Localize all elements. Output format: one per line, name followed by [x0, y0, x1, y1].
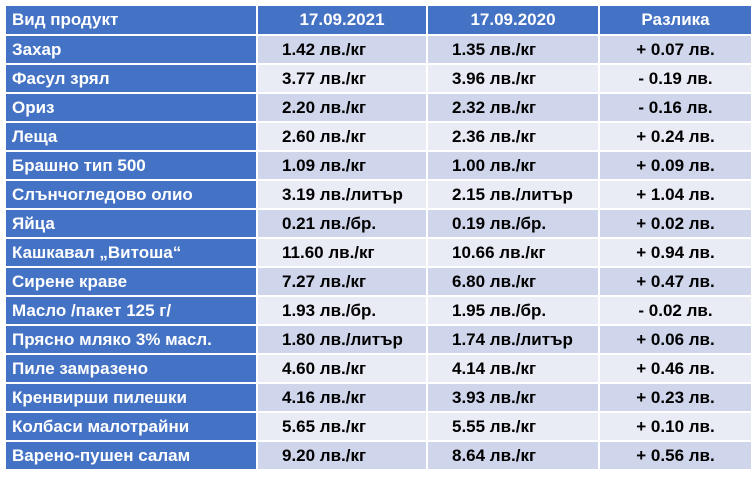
product-name: Кренвирши пилешки: [6, 384, 256, 411]
product-name: Пиле замразено: [6, 355, 256, 382]
price-difference: + 0.46 лв.: [600, 355, 751, 382]
price-2020: 3.93 лв./кг: [428, 384, 598, 411]
price-2021: 7.27 лв./кг: [258, 268, 426, 295]
price-comparison-table: Вид продукт 17.09.2021 17.09.2020 Разлик…: [4, 4, 753, 471]
price-difference: + 0.10 лв.: [600, 413, 751, 440]
header-date-2020: 17.09.2020: [428, 6, 598, 34]
table-row: Масло /пакет 125 г/ 1.93 лв./бр. 1.95 лв…: [6, 297, 751, 324]
table-row: Слънчогледово олио 3.19 лв./литър 2.15 л…: [6, 181, 751, 208]
product-name: Брашно тип 500: [6, 152, 256, 179]
table-row: Сирене краве 7.27 лв./кг 6.80 лв./кг + 0…: [6, 268, 751, 295]
price-2021: 5.65 лв./кг: [258, 413, 426, 440]
table-row: Прясно мляко 3% масл. 1.80 лв./литър 1.7…: [6, 326, 751, 353]
price-2020: 3.96 лв./кг: [428, 65, 598, 92]
table-row: Фасул зрял 3.77 лв./кг 3.96 лв./кг - 0.1…: [6, 65, 751, 92]
price-2020: 2.36 лв./кг: [428, 123, 598, 150]
price-2020: 2.15 лв./литър: [428, 181, 598, 208]
price-2021: 4.60 лв./кг: [258, 355, 426, 382]
table-row: Ориз 2.20 лв./кг 2.32 лв./кг - 0.16 лв.: [6, 94, 751, 121]
product-name: Слънчогледово олио: [6, 181, 256, 208]
table-row: Брашно тип 500 1.09 лв./кг 1.00 лв./кг +…: [6, 152, 751, 179]
price-2021: 3.77 лв./кг: [258, 65, 426, 92]
product-name: Колбаси малотрайни: [6, 413, 256, 440]
price-2020: 2.32 лв./кг: [428, 94, 598, 121]
price-2021: 1.42 лв./кг: [258, 36, 426, 63]
price-2020: 5.55 лв./кг: [428, 413, 598, 440]
price-2021: 2.20 лв./кг: [258, 94, 426, 121]
price-2020: 1.74 лв./литър: [428, 326, 598, 353]
table-row: Колбаси малотрайни 5.65 лв./кг 5.55 лв./…: [6, 413, 751, 440]
price-2020: 0.19 лв./бр.: [428, 210, 598, 237]
price-2021: 9.20 лв./кг: [258, 442, 426, 469]
price-2020: 1.95 лв./бр.: [428, 297, 598, 324]
product-name: Фасул зрял: [6, 65, 256, 92]
price-2020: 1.35 лв./кг: [428, 36, 598, 63]
product-name: Леща: [6, 123, 256, 150]
table-row: Варено-пушен салам 9.20 лв./кг 8.64 лв./…: [6, 442, 751, 469]
table-row: Захар 1.42 лв./кг 1.35 лв./кг + 0.07 лв.: [6, 36, 751, 63]
header-product: Вид продукт: [6, 6, 256, 34]
price-difference: - 0.02 лв.: [600, 297, 751, 324]
product-name: Масло /пакет 125 г/: [6, 297, 256, 324]
price-difference: + 0.09 лв.: [600, 152, 751, 179]
price-2021: 11.60 лв./кг: [258, 239, 426, 266]
price-2021: 2.60 лв./кг: [258, 123, 426, 150]
product-name: Прясно мляко 3% масл.: [6, 326, 256, 353]
price-2020: 8.64 лв./кг: [428, 442, 598, 469]
price-difference: + 0.47 лв.: [600, 268, 751, 295]
price-2021: 4.16 лв./кг: [258, 384, 426, 411]
table-row: Пиле замразено 4.60 лв./кг 4.14 лв./кг +…: [6, 355, 751, 382]
price-difference: + 0.07 лв.: [600, 36, 751, 63]
price-2021: 3.19 лв./литър: [258, 181, 426, 208]
price-difference: + 0.02 лв.: [600, 210, 751, 237]
price-2020: 6.80 лв./кг: [428, 268, 598, 295]
price-difference: + 0.24 лв.: [600, 123, 751, 150]
product-name: Сирене краве: [6, 268, 256, 295]
product-name: Яйца: [6, 210, 256, 237]
price-2021: 1.93 лв./бр.: [258, 297, 426, 324]
price-difference: - 0.16 лв.: [600, 94, 751, 121]
product-name: Ориз: [6, 94, 256, 121]
table-row: Леща 2.60 лв./кг 2.36 лв./кг + 0.24 лв.: [6, 123, 751, 150]
price-2020: 10.66 лв./кг: [428, 239, 598, 266]
product-name: Варено-пушен салам: [6, 442, 256, 469]
product-name: Захар: [6, 36, 256, 63]
price-difference: + 0.56 лв.: [600, 442, 751, 469]
price-difference: + 0.94 лв.: [600, 239, 751, 266]
header-date-2021: 17.09.2021: [258, 6, 426, 34]
price-2020: 4.14 лв./кг: [428, 355, 598, 382]
table-row: Яйца 0.21 лв./бр. 0.19 лв./бр. + 0.02 лв…: [6, 210, 751, 237]
table-row: Кашкавал „Витоша“ 11.60 лв./кг 10.66 лв.…: [6, 239, 751, 266]
table-row: Кренвирши пилешки 4.16 лв./кг 3.93 лв./к…: [6, 384, 751, 411]
header-difference: Разлика: [600, 6, 751, 34]
product-name: Кашкавал „Витоша“: [6, 239, 256, 266]
price-2021: 1.80 лв./литър: [258, 326, 426, 353]
price-2021: 1.09 лв./кг: [258, 152, 426, 179]
header-row: Вид продукт 17.09.2021 17.09.2020 Разлик…: [6, 6, 751, 34]
price-difference: + 1.04 лв.: [600, 181, 751, 208]
price-2021: 0.21 лв./бр.: [258, 210, 426, 237]
price-difference: + 0.23 лв.: [600, 384, 751, 411]
price-difference: - 0.19 лв.: [600, 65, 751, 92]
price-2020: 1.00 лв./кг: [428, 152, 598, 179]
price-difference: + 0.06 лв.: [600, 326, 751, 353]
